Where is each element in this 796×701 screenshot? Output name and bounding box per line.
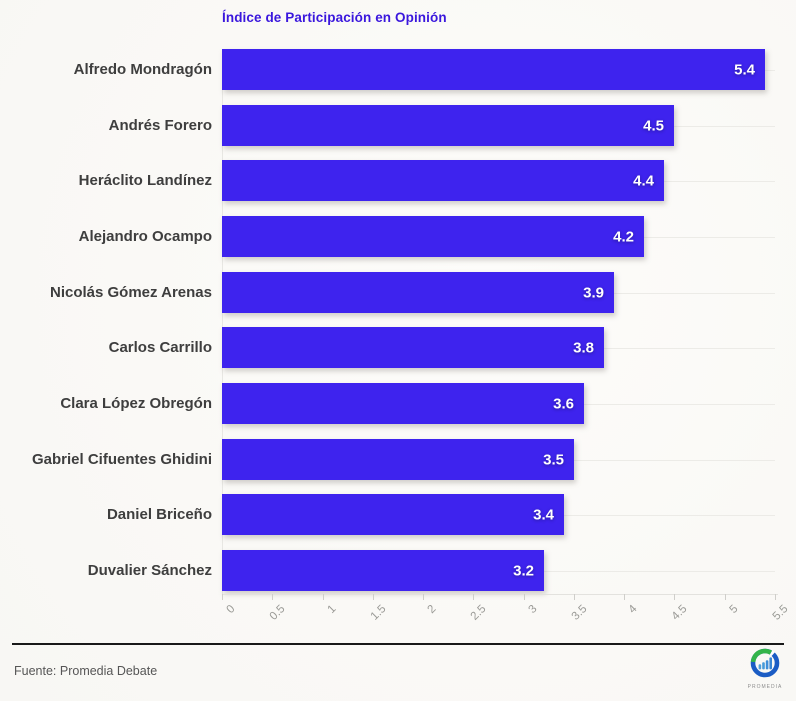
category-label: Nicolás Gómez Arenas — [49, 283, 212, 301]
x-axis-tick-label: 2 — [425, 603, 439, 617]
x-axis-tick-label: 4 — [626, 603, 640, 617]
x-axis-tick — [674, 594, 675, 600]
x-axis-tick-label: 0.5 — [267, 603, 288, 623]
x-axis-tick — [323, 594, 324, 600]
x-axis-tick — [373, 594, 374, 600]
x-axis-tick-label: 1.5 — [368, 603, 389, 623]
bar-value-label: 3.5 — [543, 451, 564, 468]
x-axis-tick — [423, 594, 424, 600]
category-label: Carlos Carrillo — [108, 338, 212, 356]
x-axis-tick-label: 2.5 — [468, 603, 489, 623]
bar: 3.9 — [222, 272, 614, 313]
bar-value-label: 3.4 — [533, 506, 554, 523]
x-axis-tick — [473, 594, 474, 600]
bar: 4.4 — [222, 160, 664, 201]
category-label: Gabriel Cifuentes Ghidini — [31, 450, 212, 468]
bar: 3.5 — [222, 439, 574, 480]
x-axis-line — [222, 594, 778, 595]
x-axis-tick — [272, 594, 273, 600]
bar: 3.6 — [222, 383, 584, 424]
bar-value-label: 3.6 — [553, 395, 574, 412]
y-axis-line — [222, 49, 223, 594]
bar: 3.2 — [222, 550, 544, 591]
category-label: Andrés Forero — [108, 116, 212, 134]
bar-value-label: 4.2 — [613, 228, 634, 245]
promedia-logo: PROMEDIA — [745, 648, 785, 690]
x-axis-tick-label: 4.5 — [669, 603, 690, 623]
x-axis-tick — [725, 594, 726, 600]
plot-area: 5.4 4.5 4.4 4.2 3.9 3.8 3.6 3.5 3.4 3.2 — [222, 49, 775, 591]
category-label: Duvalier Sánchez — [87, 561, 212, 579]
category-label: Daniel Briceño — [106, 505, 212, 523]
category-label: Clara López Obregón — [60, 394, 212, 412]
bar-value-label: 4.5 — [643, 117, 664, 134]
category-label: Heráclito Landínez — [78, 171, 212, 189]
x-axis-tick-label: 0 — [224, 603, 238, 617]
bar: 4.5 — [222, 105, 674, 146]
x-axis-tick-label: 5 — [727, 603, 741, 617]
bar-value-label: 3.9 — [583, 284, 604, 301]
chart-title: Índice de Participación en Opinión — [222, 10, 447, 25]
x-axis-tick-label: 3.5 — [569, 603, 590, 623]
footer-divider — [12, 643, 784, 645]
bar-value-label: 3.2 — [513, 562, 534, 579]
x-axis-tick — [524, 594, 525, 600]
x-axis-tick — [222, 594, 223, 600]
x-axis-tick-label: 3 — [526, 603, 540, 617]
bar: 3.4 — [222, 494, 564, 535]
bar: 5.4 — [222, 49, 765, 90]
x-axis-tick — [624, 594, 625, 600]
bar-value-label: 3.8 — [573, 339, 594, 356]
source-attribution: Fuente: Promedia Debate — [14, 664, 158, 678]
x-axis-tick-label: 1 — [325, 603, 339, 617]
bar: 4.2 — [222, 216, 644, 257]
x-axis-tick — [775, 594, 776, 600]
category-label: Alfredo Mondragón — [73, 60, 212, 78]
promedia-logo-icon — [750, 648, 780, 678]
x-axis-tick-label: 5.5 — [770, 603, 791, 623]
x-axis-tick — [574, 594, 575, 600]
category-label: Alejandro Ocampo — [78, 227, 212, 245]
bar-value-label: 5.4 — [734, 61, 755, 78]
promedia-logo-text: PROMEDIA — [747, 684, 783, 690]
bar: 3.8 — [222, 327, 604, 368]
bar-value-label: 4.4 — [633, 172, 654, 189]
